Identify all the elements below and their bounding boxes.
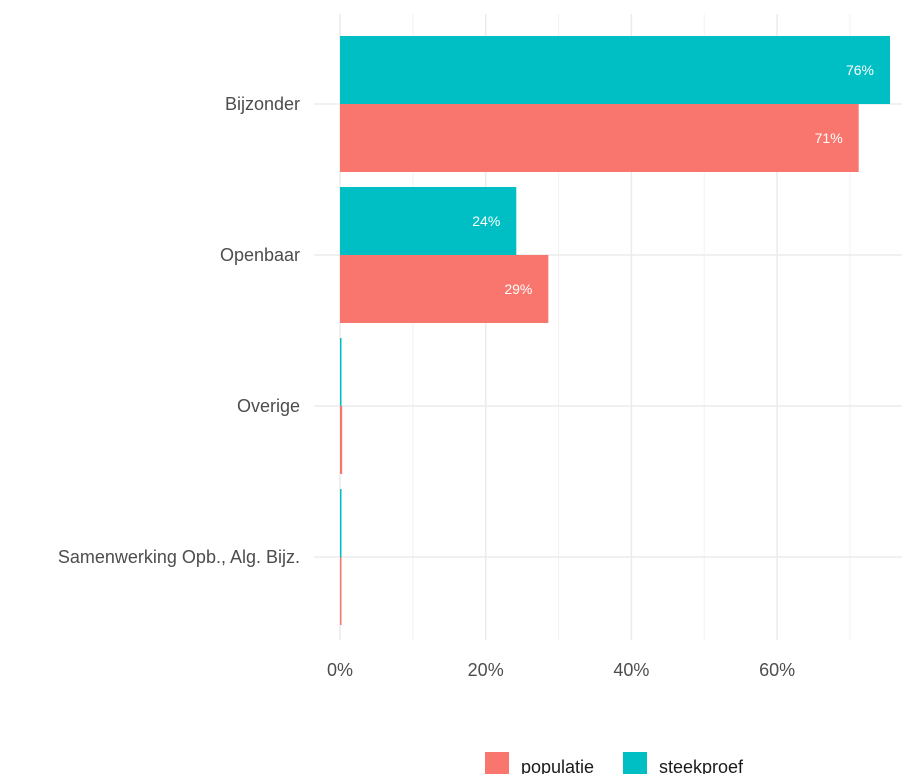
bar-layer bbox=[340, 36, 890, 625]
data-label: 29% bbox=[504, 281, 532, 297]
data-label: 76% bbox=[846, 62, 874, 78]
legend-layer: populatie steekproef bbox=[485, 752, 744, 777]
category-label: Openbaar bbox=[220, 245, 300, 265]
bar-populatie bbox=[340, 104, 859, 172]
axis-layer: Bijzonder Openbaar Overige Samenwerking Opb… bbox=[58, 94, 795, 680]
category-label: Samenwerking Opb., Alg. Bijz. bbox=[58, 547, 300, 567]
label-layer: 76% 71% 24% 29% bbox=[472, 62, 874, 297]
x-tick-label: 20% bbox=[468, 660, 504, 680]
bar-populatie bbox=[340, 406, 343, 474]
bar-populatie bbox=[340, 557, 342, 625]
legend-label: steekproef bbox=[659, 757, 744, 774]
bar-populatie bbox=[340, 255, 549, 323]
legend-swatch-steekproef bbox=[623, 752, 647, 774]
category-label: Overige bbox=[237, 396, 300, 416]
data-label: 71% bbox=[815, 130, 843, 146]
x-tick-label: 40% bbox=[613, 660, 649, 680]
legend-swatch-populatie bbox=[485, 752, 509, 774]
bar-steekproef bbox=[340, 338, 342, 406]
x-tick-label: 60% bbox=[759, 660, 795, 680]
bar-steekproef bbox=[340, 489, 342, 557]
bar-steekproef bbox=[340, 187, 517, 255]
category-label: Bijzonder bbox=[225, 94, 300, 114]
x-tick-label: 0% bbox=[327, 660, 353, 680]
bar-steekproef bbox=[340, 36, 890, 104]
legend-label: populatie bbox=[521, 757, 594, 774]
data-label: 24% bbox=[472, 213, 500, 229]
